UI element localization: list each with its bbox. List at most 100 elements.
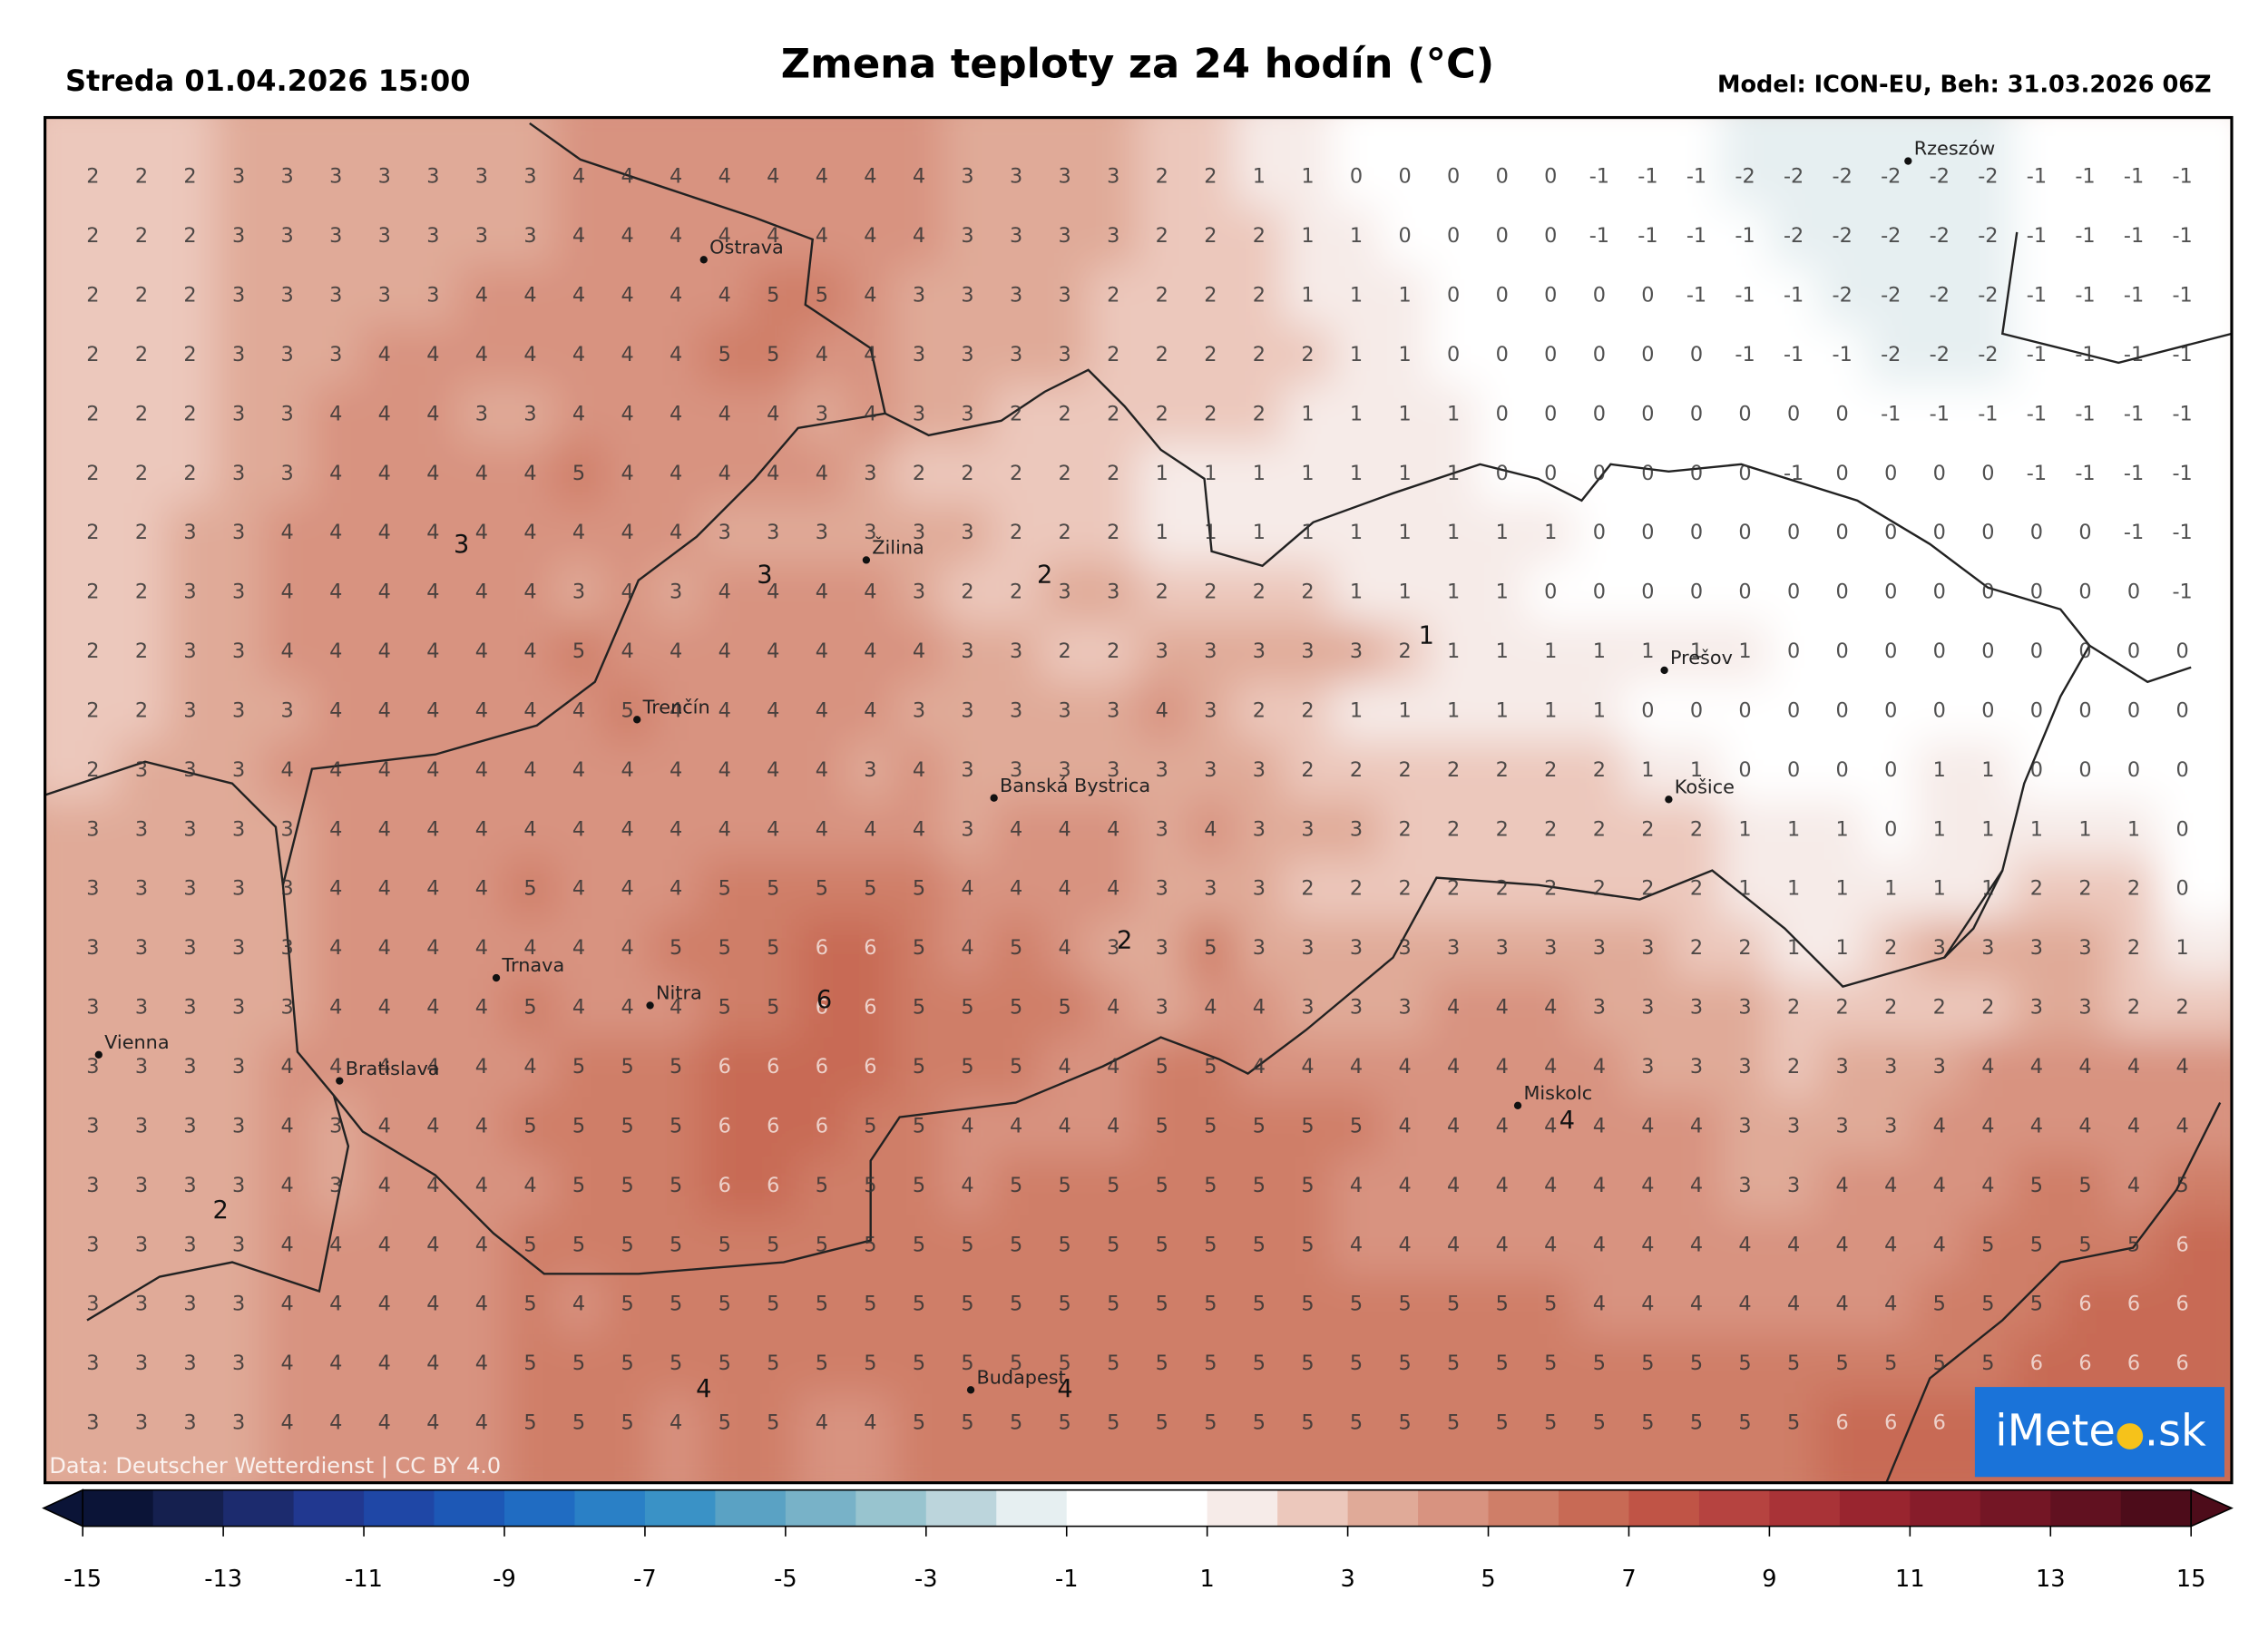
grid-value: 5: [816, 1174, 828, 1197]
colorbar-swatch: [1698, 1489, 1771, 1527]
grid-value: 3: [329, 283, 342, 307]
field-cell: [992, 1333, 1041, 1395]
field-cell: [1235, 621, 1285, 683]
field-cell: [992, 325, 1041, 386]
grid-value: 4: [864, 224, 876, 248]
field-cell: [1866, 266, 1916, 327]
field-cell: [846, 325, 895, 386]
city-dot: [862, 556, 871, 564]
field-cell: [1769, 978, 1819, 1039]
field-cell: [2157, 1156, 2232, 1216]
field-cell: [748, 1097, 798, 1157]
field-cell: [44, 800, 118, 861]
grid-value: 4: [426, 639, 439, 663]
grid-value: 4: [1690, 1293, 1703, 1316]
field-cell: [1235, 1393, 1285, 1483]
field-cell: [1283, 1393, 1334, 1483]
grid-value: 2: [135, 521, 148, 544]
field-cell: [797, 1393, 847, 1483]
grid-value: 5: [961, 1233, 973, 1256]
field-cell: [117, 206, 167, 268]
grid-value: 1: [1787, 936, 1800, 960]
grid-value: 3: [1787, 1174, 1800, 1197]
grid-value: 2: [1204, 283, 1217, 307]
field-cell: [1623, 266, 1673, 327]
field-cell: [214, 206, 264, 268]
field-cell: [797, 681, 847, 742]
field-cell: [992, 621, 1041, 683]
field-cell: [1623, 206, 1673, 268]
field-cell: [2109, 117, 2159, 208]
field-cell: [457, 266, 507, 327]
grid-value: -2: [1930, 343, 1950, 366]
grid-value: 5: [2078, 1174, 2091, 1197]
field-cell: [1089, 1274, 1139, 1335]
grid-value: 4: [1496, 1055, 1509, 1079]
field-cell: [1817, 800, 1868, 861]
grid-value: 6: [719, 1174, 731, 1197]
grid-value: 4: [475, 758, 488, 782]
field-cell: [943, 1393, 993, 1483]
colorbar-swatch: [925, 1489, 997, 1527]
field-cell: [408, 918, 458, 980]
grid-value: 3: [232, 521, 245, 544]
colorbar-swatch: [785, 1489, 856, 1527]
field-cell: [1866, 681, 1916, 742]
field-cell: [1672, 621, 1722, 683]
field-cell: [359, 978, 410, 1039]
field-cell: [1186, 740, 1236, 801]
grid-value: 0: [1738, 521, 1751, 544]
grid-value: 4: [426, 936, 439, 960]
grid-value: 1: [1350, 698, 1363, 722]
city-dot: [1665, 795, 1673, 804]
field-cell: [992, 206, 1041, 268]
contour-label: 2: [1037, 561, 1052, 589]
colorbar-swatch: [364, 1489, 435, 1527]
grid-value: 5: [670, 1174, 682, 1197]
grid-value: 0: [1447, 224, 1460, 248]
grid-value: 3: [961, 165, 973, 189]
field-cell: [117, 681, 167, 742]
field-cell: [1526, 385, 1576, 445]
field-cell: [262, 681, 313, 742]
grid-value: 2: [2175, 996, 2188, 1020]
grid-value: 5: [1204, 1352, 1217, 1375]
field-cell: [117, 621, 167, 683]
grid-value: 3: [183, 758, 196, 782]
grid-value: 5: [1398, 1352, 1411, 1375]
field-cell: [1040, 1393, 1090, 1483]
field-cell: [1040, 1215, 1090, 1276]
field-cell: [1283, 1274, 1334, 1335]
grid-value: 1: [1884, 877, 1897, 901]
field-cell: [554, 800, 604, 861]
grid-value: 0: [1884, 817, 1897, 841]
field-cell: [1963, 740, 2013, 801]
grid-value: -1: [2027, 462, 2047, 485]
grid-value: 3: [961, 817, 973, 841]
contour-label: 4: [1057, 1375, 1072, 1403]
field-cell: [1769, 1215, 1819, 1276]
grid-value: 5: [767, 1293, 779, 1316]
field-cell: [1575, 621, 1625, 683]
field-cell: [1720, 918, 1771, 980]
field-cell: [1623, 1097, 1673, 1157]
grid-value: 1: [1301, 165, 1314, 189]
grid-value: 1: [1738, 877, 1751, 901]
grid-value: 4: [281, 1411, 294, 1435]
grid-value: 4: [719, 462, 731, 485]
header-title: Zmena teploty za 24 hodín (°C): [781, 40, 1495, 88]
grid-value: 3: [232, 817, 245, 841]
grid-value: 0: [2127, 581, 2140, 604]
field-cell: [1040, 740, 1090, 801]
field-cell: [846, 1097, 895, 1157]
field-cell: [846, 562, 895, 623]
grid-value: 4: [378, 521, 391, 544]
field-cell: [1526, 978, 1576, 1039]
field-cell: [1769, 1097, 1819, 1157]
field-cell: [894, 503, 944, 564]
grid-value: 4: [523, 462, 536, 485]
grid-value: 3: [572, 581, 585, 604]
field-cell: [1720, 1393, 1771, 1483]
field-cell: [359, 266, 410, 327]
grid-value: 4: [426, 462, 439, 485]
